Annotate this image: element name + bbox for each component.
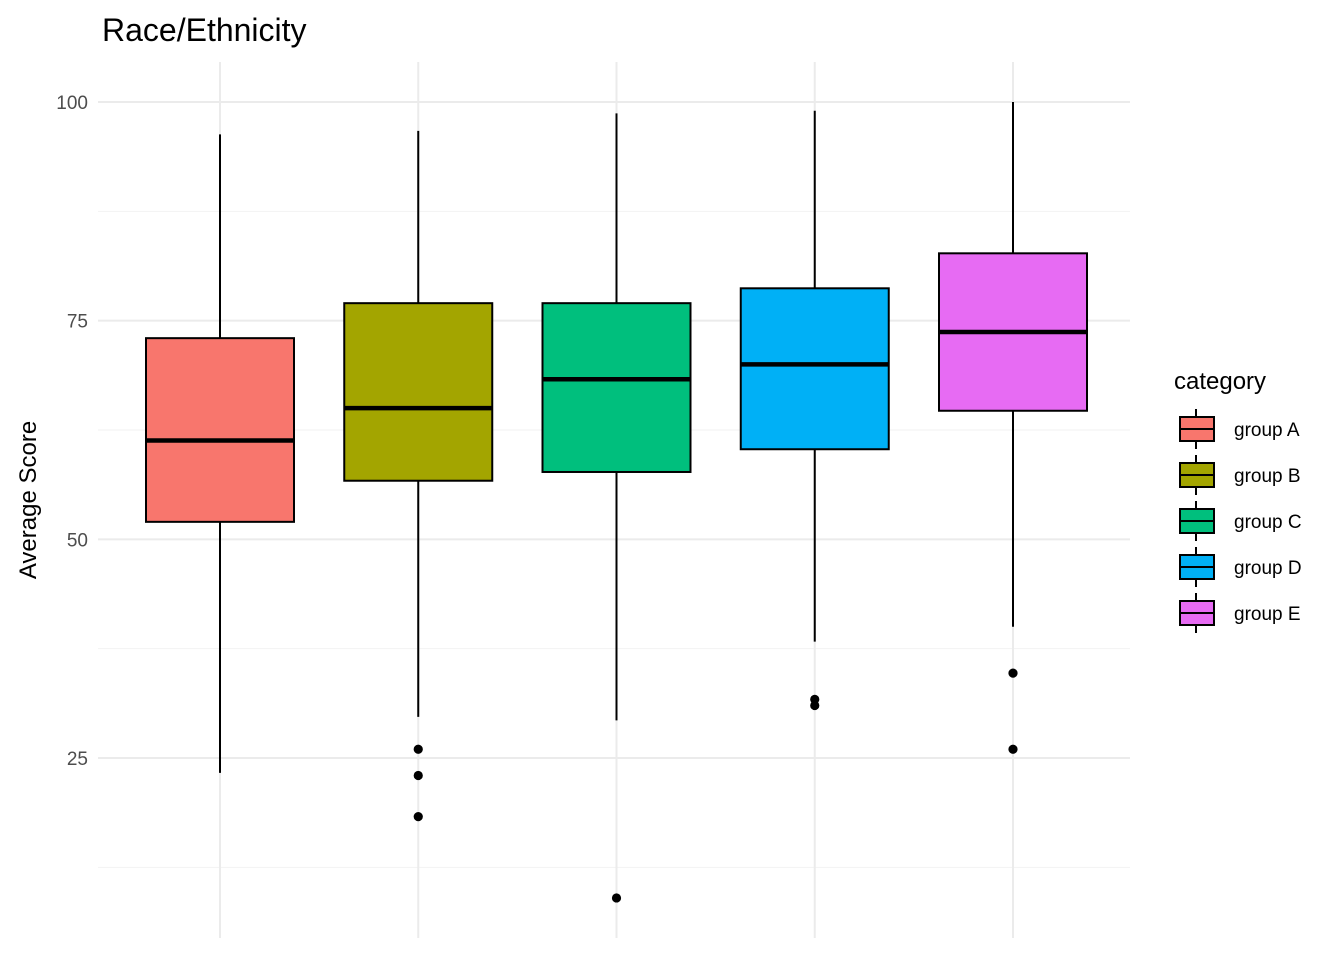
legend-label: group B: [1234, 466, 1301, 487]
outlier-point: [413, 770, 423, 781]
legend-label: group A: [1234, 420, 1300, 441]
box-group-d: [739, 110, 890, 711]
outlier-point: [413, 744, 423, 754]
legend-item-group-a: group A: [1179, 409, 1300, 449]
y-axis-ticks: 25 50 75 100: [56, 93, 88, 770]
box-group-a: [145, 134, 295, 773]
outlier-point: [810, 700, 820, 711]
chart-title: Race/Ethnicity: [102, 12, 307, 48]
y-axis-title: Average Score: [15, 421, 42, 579]
legend-items: group A group B group C group D group E: [1179, 409, 1302, 633]
outlier-point: [611, 893, 622, 903]
iqr-box: [145, 337, 295, 523]
legend-item-group-d: group D: [1179, 547, 1302, 587]
box-series: [145, 102, 1088, 903]
y-tick-label: 25: [67, 749, 88, 770]
outlier-point: [1008, 744, 1018, 754]
iqr-box: [739, 287, 890, 451]
box-group-b: [343, 130, 494, 822]
box-group-c: [541, 113, 692, 903]
box-group-e: [938, 102, 1088, 754]
iqr-box: [343, 302, 494, 482]
legend-item-group-e: group E: [1179, 593, 1301, 633]
y-tick-label: 100: [56, 93, 88, 114]
legend-label: group D: [1234, 558, 1302, 579]
iqr-box: [541, 302, 692, 473]
outlier-point: [1008, 668, 1018, 678]
legend-title: category: [1174, 368, 1266, 395]
legend-item-group-b: group B: [1179, 455, 1301, 495]
outlier-point: [413, 812, 423, 822]
legend-label: group E: [1234, 604, 1301, 625]
legend-label: group C: [1234, 512, 1302, 533]
y-tick-label: 75: [67, 312, 88, 333]
y-tick-label: 50: [67, 530, 88, 551]
legend-item-group-c: group C: [1179, 501, 1302, 541]
